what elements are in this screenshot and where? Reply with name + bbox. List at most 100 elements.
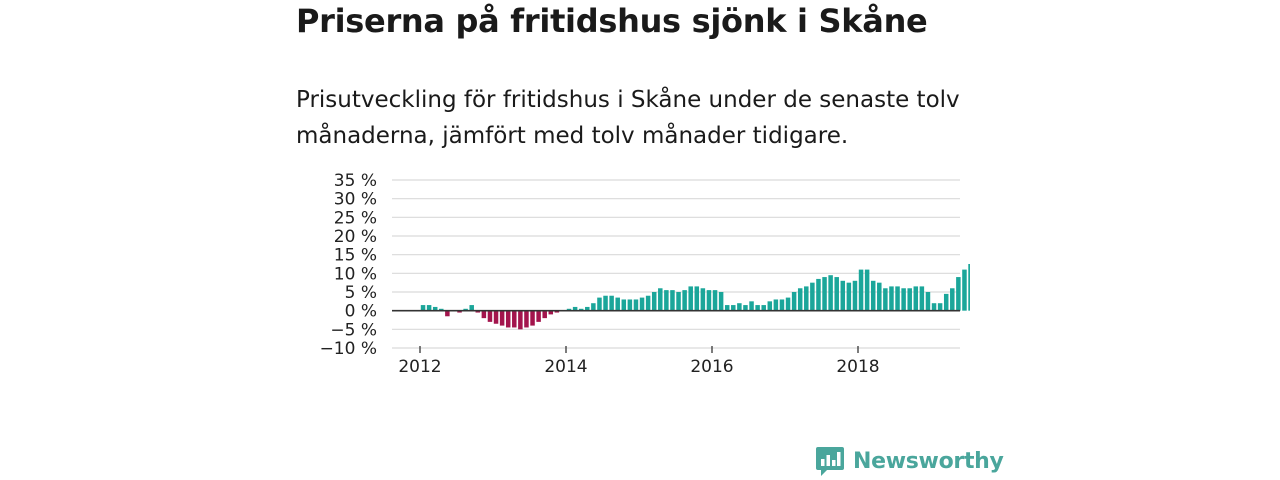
bar: [706, 290, 712, 311]
newsworthy-logo: Newsworthy: [815, 444, 1004, 478]
bar: [578, 308, 584, 311]
bar: [797, 288, 803, 311]
bar: [658, 288, 663, 311]
bar: [505, 310, 511, 328]
y-tick-label: 30 %: [334, 190, 377, 210]
bar: [651, 292, 657, 311]
bar: [712, 290, 718, 311]
bar: [694, 286, 700, 311]
bar: [524, 310, 529, 328]
bar-chart: −10 %−5 %0 %5 %10 %15 %20 %25 %30 %35 % …: [320, 171, 970, 377]
bar: [585, 306, 590, 311]
bar: [755, 305, 760, 311]
bar: [475, 310, 481, 313]
bar: [536, 310, 541, 322]
bar: [937, 303, 943, 311]
bar: [925, 292, 931, 311]
grid-lines: [392, 179, 960, 349]
bar: [773, 299, 779, 311]
bar: [432, 306, 438, 311]
bar: [566, 308, 572, 311]
bar: [737, 303, 742, 311]
y-tick-label: 20 %: [334, 227, 377, 247]
bar: [749, 301, 754, 311]
bar: [919, 286, 925, 311]
bar: [420, 305, 426, 311]
bar: [870, 280, 876, 311]
y-tick-label: 15 %: [334, 246, 377, 266]
bar: [676, 292, 681, 311]
bar: [621, 299, 627, 311]
y-axis-labels: −10 %−5 %0 %5 %10 %15 %20 %25 %30 %35 %: [320, 171, 377, 359]
bar: [639, 297, 645, 311]
x-axis: 20122014201620182020202220242026: [398, 346, 880, 377]
brand-name: Newsworthy: [853, 448, 1004, 474]
bar: [627, 299, 633, 311]
bar: [852, 280, 858, 311]
bar: [883, 288, 888, 311]
bar: [609, 295, 614, 311]
bar: [518, 310, 523, 330]
bar: [633, 299, 639, 311]
bar: [901, 288, 906, 311]
y-tick-label: −10 %: [320, 339, 377, 359]
bar: [968, 264, 970, 311]
bar: [846, 282, 852, 311]
y-tick-label: 35 %: [334, 171, 377, 191]
y-tick-label: −5 %: [330, 320, 377, 340]
x-tick-label: 2012: [398, 357, 441, 377]
bar: [834, 277, 839, 311]
y-tick-label: 10 %: [334, 264, 377, 284]
bar: [615, 297, 620, 311]
bar: [943, 293, 949, 311]
bar: [487, 310, 493, 322]
bar: [572, 306, 578, 311]
bar: [822, 277, 827, 311]
bar: [463, 308, 468, 311]
bar: [700, 288, 706, 311]
bar: [469, 305, 474, 311]
bar: [670, 290, 675, 311]
x-tick-label: 2016: [690, 357, 733, 377]
bar: [718, 292, 724, 311]
bar: [548, 310, 554, 315]
y-tick-label: 25 %: [334, 208, 377, 228]
bar: [530, 310, 535, 326]
bar: [791, 292, 797, 311]
bar: [426, 305, 432, 311]
bar: [664, 290, 669, 311]
chart-title: Priserna på fritidshus sjönk i Skåne: [296, 2, 928, 40]
bar: [858, 269, 864, 311]
bar: [512, 310, 517, 328]
bar: [895, 286, 900, 311]
x-tick-label: 2018: [836, 357, 879, 377]
bar: [591, 303, 596, 311]
bar: [445, 310, 450, 317]
bar: [499, 310, 505, 326]
bar: [688, 286, 693, 311]
bar: [804, 286, 809, 311]
bar: [889, 286, 894, 311]
bar: [950, 288, 955, 311]
bar: [682, 290, 687, 311]
bar: [816, 278, 821, 311]
bar: [603, 295, 608, 311]
bar: [554, 310, 560, 313]
bar: [956, 277, 961, 311]
bar: [931, 303, 937, 311]
bar: [913, 286, 919, 311]
y-tick-label: 5 %: [345, 283, 377, 303]
bar: [810, 282, 815, 311]
bar: [864, 269, 870, 311]
bars: [392, 264, 970, 330]
bar: [761, 305, 766, 311]
chart-subtitle: Prisutveckling för fritidshus i Skåne un…: [296, 87, 960, 149]
bar: [493, 310, 499, 324]
bar: [877, 282, 882, 311]
bar: [828, 275, 833, 311]
bar: [767, 301, 773, 311]
bar: [597, 297, 602, 311]
bar: [457, 310, 462, 313]
y-tick-label: 0 %: [345, 302, 377, 322]
bar: [439, 308, 444, 311]
